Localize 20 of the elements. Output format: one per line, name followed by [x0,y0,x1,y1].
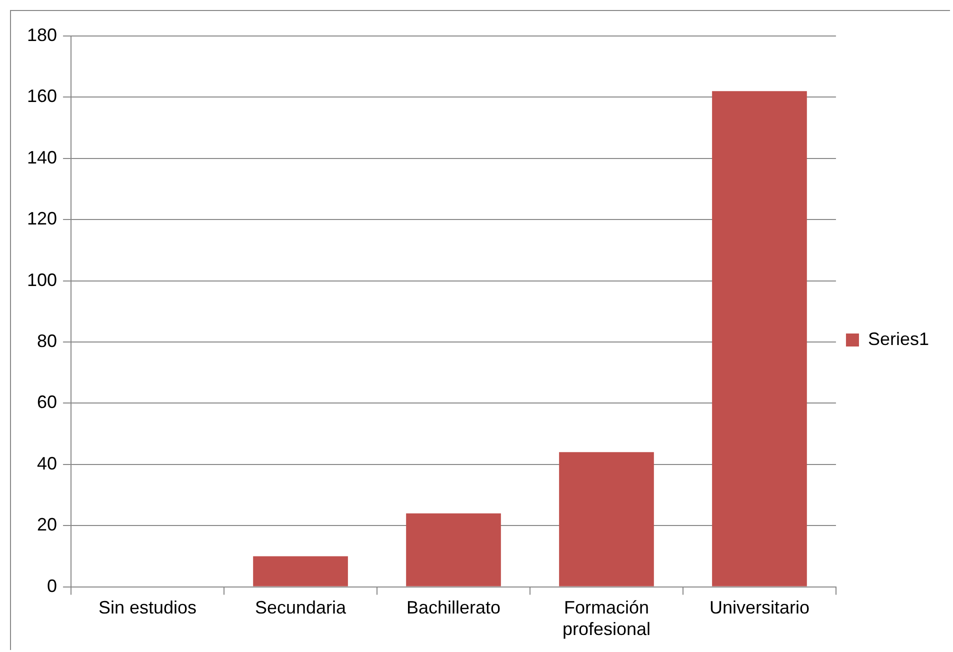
x-tick-label: Bachillerato [406,598,501,618]
x-tick-label: Secundaria [254,598,348,618]
y-tick-label: 100 [26,270,58,290]
y-tick-label: 40 [37,453,58,474]
bar [406,513,501,586]
legend-label: Series1 [868,328,929,349]
bar [559,452,654,586]
x-tick-label: Universitario [709,598,810,618]
y-tick-label: 160 [26,86,58,106]
y-tick-label: 60 [37,392,58,412]
bar [253,556,348,586]
y-tick-label: 80 [37,330,58,351]
y-tick-label: 120 [26,208,58,229]
y-tick-label: 140 [26,147,58,168]
x-tick-label: Formación profesional [562,598,651,640]
x-tick-label: Sin estudios [98,598,197,618]
bar [712,91,807,586]
y-tick-label: 180 [26,24,58,45]
y-tick-label: 20 [37,514,58,535]
y-tick-label: 0 [47,576,58,596]
